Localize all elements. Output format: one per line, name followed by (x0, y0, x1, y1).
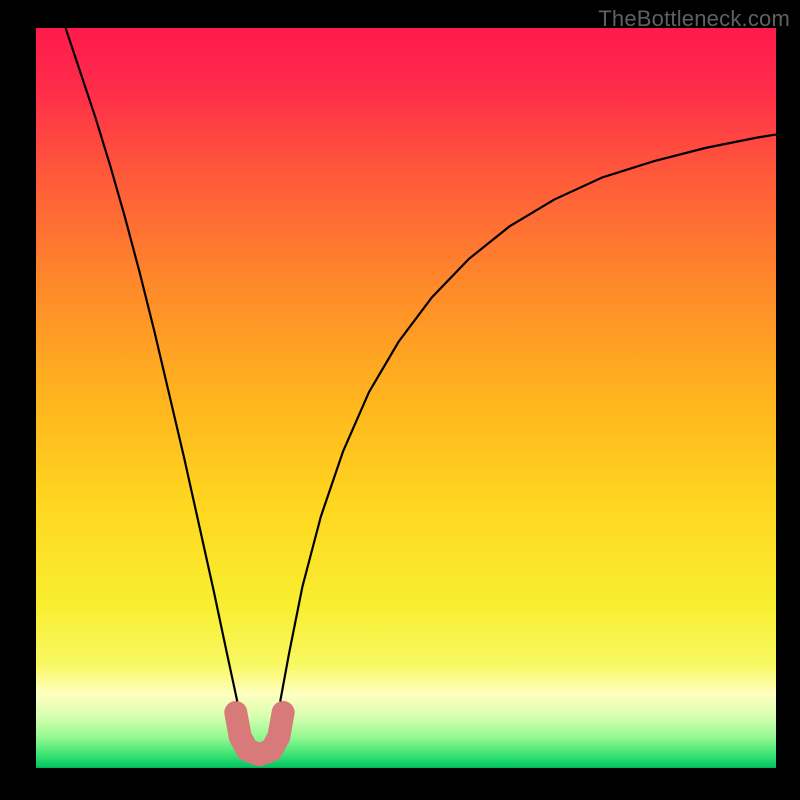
bottleneck-chart (0, 0, 800, 800)
figure-canvas: TheBottleneck.com (0, 0, 800, 800)
watermark-label: TheBottleneck.com (598, 6, 790, 32)
plot-background (36, 28, 776, 768)
